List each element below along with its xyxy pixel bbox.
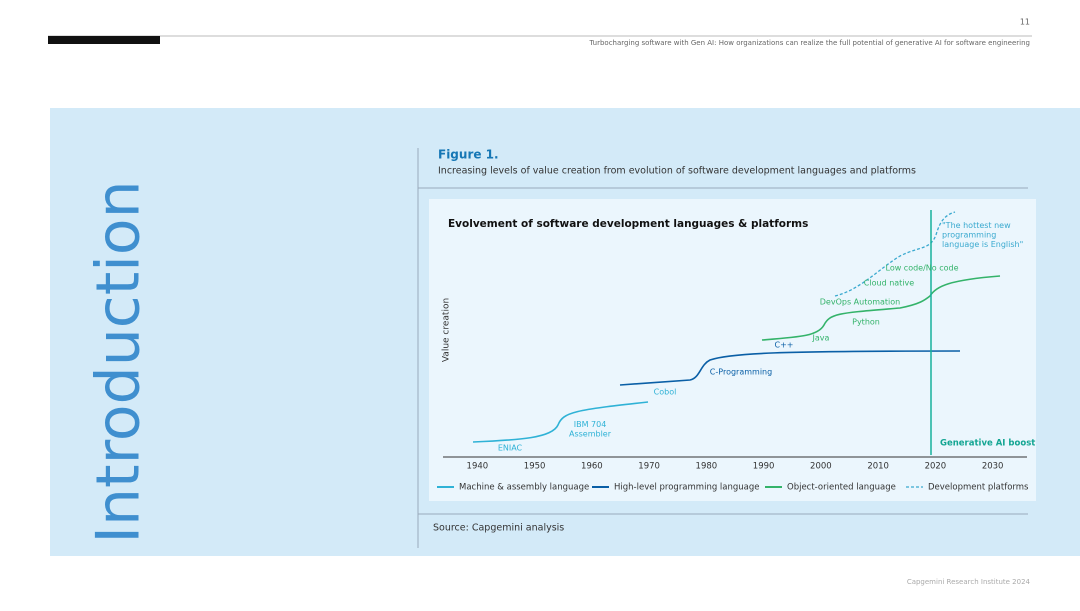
footer: Capgemini Research Institute 2024 [907, 578, 1031, 586]
legend-label: Object-oriented language [787, 483, 896, 493]
annotation: C-Programming [710, 368, 772, 377]
legend-label: High-level programming language [614, 483, 760, 493]
chart-title: Evolvement of software development langu… [448, 218, 808, 230]
x-tick-label: 1980 [696, 462, 718, 472]
x-tick-label: 2010 [867, 462, 889, 472]
x-tick-label: 2000 [810, 462, 832, 472]
annotation: DevOps Automation [820, 298, 901, 307]
annotation: ENIAC [498, 444, 523, 453]
x-tick-label: 1990 [753, 462, 775, 472]
legend-label: Development platforms [928, 483, 1029, 493]
annotation: Cobol [654, 388, 677, 397]
x-tick-label: 2030 [982, 462, 1004, 472]
x-tick-label: 1960 [581, 462, 603, 472]
source: Source: Capgemini analysis [433, 523, 564, 534]
figure-caption: Increasing levels of value creation from… [438, 166, 916, 177]
sidebar-title: Introduction [84, 180, 154, 543]
annotation: C++ [775, 341, 794, 350]
legend-label: Machine & assembly language [459, 483, 589, 493]
header-bar [48, 36, 160, 44]
curve [834, 211, 956, 297]
page-number: 11 [1020, 18, 1030, 27]
annotation: Python [852, 318, 880, 327]
y-label: Value creation [442, 298, 452, 362]
x-tick-label: 1940 [467, 462, 489, 472]
annotation: "The hottest new programming language is E… [942, 221, 1023, 249]
boost-label: Generative AI boost [940, 439, 1035, 449]
annotation: Low code/No code [886, 264, 959, 273]
running-title: Turbocharging software with Gen AI: How … [588, 39, 1030, 47]
curve [619, 350, 961, 386]
annotation: Java [812, 334, 830, 343]
annotation: IBM 704 Assembler [569, 420, 612, 439]
curve [472, 401, 649, 443]
curve [761, 275, 1001, 341]
figure-label: Figure 1. [438, 148, 499, 162]
x-tick-label: 1970 [638, 462, 660, 472]
x-tick-label: 2020 [925, 462, 947, 472]
annotation: Cloud native [864, 279, 914, 288]
chart-panel [429, 199, 1036, 501]
chart: Evolvement of software development langu… [437, 210, 1035, 493]
x-tick-label: 1950 [524, 462, 546, 472]
